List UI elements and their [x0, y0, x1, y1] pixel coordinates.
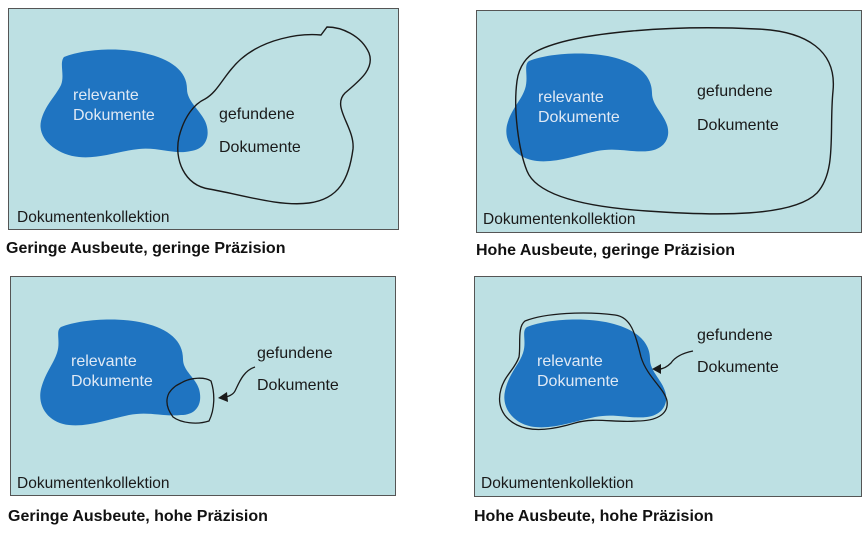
found-label-line2: Dokumente: [697, 117, 779, 134]
relevant-label-line2: Dokumente: [538, 109, 620, 126]
panel-high-recall-low-precision: relevante Dokumente gefundene Dokumente …: [476, 10, 862, 233]
found-pointer-arrowhead: [652, 364, 661, 374]
found-label-line2: Dokumente: [697, 359, 779, 376]
found-pointer-arrow-line: [658, 350, 694, 370]
panel-1-shapes: [40, 26, 371, 205]
relevant-label-line1: relevante: [537, 353, 603, 370]
found-label-line1: gefundene: [257, 345, 333, 362]
relevant-label-line2: Dokumente: [71, 373, 153, 390]
relevant-label-line1: relevante: [71, 353, 137, 370]
found-label-line2: Dokumente: [257, 377, 339, 394]
found-label-line1: gefundene: [697, 327, 773, 344]
panel-low-recall-low-precision: relevante Dokumente gefundene Dokumente …: [8, 8, 399, 230]
collection-label: Dokumentenkollektion: [17, 475, 170, 492]
panel-low-recall-high-precision: relevante Dokumente gefundene Dokumente …: [10, 276, 396, 496]
relevant-label-line1: relevante: [538, 89, 604, 106]
panel-high-recall-high-precision: relevante Dokumente gefundene Dokumente …: [474, 276, 862, 497]
caption-bottom-right: Hohe Ausbeute, hohe Präzision: [474, 508, 714, 525]
found-documents-outline: [498, 312, 668, 431]
found-documents-outline: [515, 27, 834, 215]
found-pointer-arrow-line: [224, 366, 256, 398]
panel-2-shapes: [506, 27, 834, 215]
relevant-documents-blob: [40, 49, 208, 158]
panel-3-shapes: [40, 319, 256, 426]
found-label-line2: Dokumente: [219, 139, 301, 156]
relevant-label-line2: Dokumente: [537, 373, 619, 390]
found-pointer-arrowhead: [218, 392, 228, 402]
caption-top-left: Geringe Ausbeute, geringe Präzision: [6, 240, 286, 257]
found-label-line1: gefundene: [219, 106, 295, 123]
collection-label: Dokumentenkollektion: [481, 475, 634, 492]
relevant-label-line1: relevante: [73, 87, 139, 104]
collection-label: Dokumentenkollektion: [483, 211, 636, 228]
relevant-documents-blob: [40, 319, 201, 426]
relevant-label-line2: Dokumente: [73, 107, 155, 124]
caption-top-right: Hohe Ausbeute, geringe Präzision: [476, 242, 736, 259]
panel-4-shapes: [498, 312, 694, 431]
relevant-documents-blob: [504, 319, 667, 428]
relevant-documents-blob: [506, 53, 669, 162]
collection-label: Dokumentenkollektion: [17, 209, 170, 226]
found-label-line1: gefundene: [697, 83, 773, 100]
caption-bottom-left: Geringe Ausbeute, hohe Präzision: [8, 508, 268, 525]
found-documents-outline: [166, 377, 215, 424]
found-documents-outline: [177, 26, 371, 205]
